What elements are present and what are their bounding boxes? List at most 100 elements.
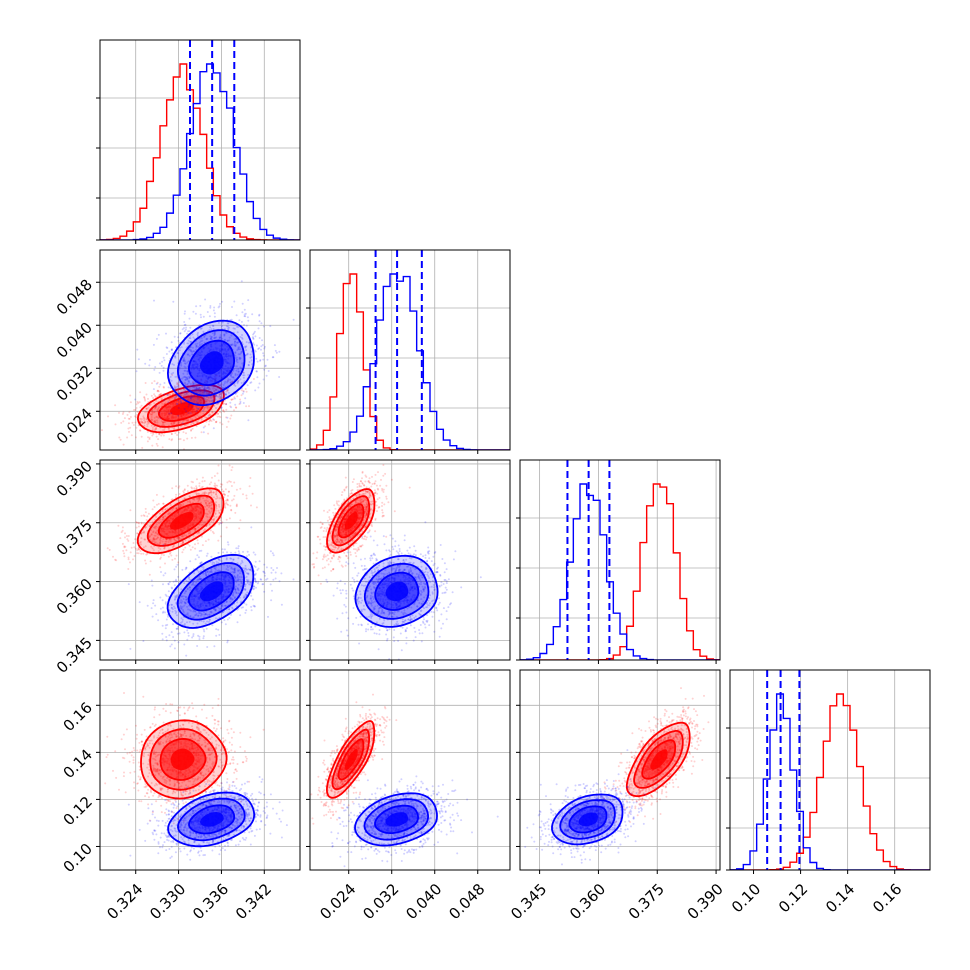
scatter-point xyxy=(170,348,173,351)
scatter-point xyxy=(174,356,177,359)
scatter-point xyxy=(158,371,161,374)
scatter-point xyxy=(215,420,218,423)
scatter-point xyxy=(219,392,222,395)
scatter-point xyxy=(187,380,190,383)
scatter-point xyxy=(155,415,158,418)
scatter-point xyxy=(189,615,192,618)
scatter-point xyxy=(206,513,209,516)
scatter-point xyxy=(152,530,155,533)
scatter-point xyxy=(184,602,187,605)
scatter-point xyxy=(239,398,242,401)
scatter-point xyxy=(156,408,159,411)
scatter-point xyxy=(199,390,201,393)
scatter-point xyxy=(227,378,230,381)
scatter-point xyxy=(230,613,232,616)
scatter-point xyxy=(207,432,210,435)
scatter-point xyxy=(193,610,196,613)
scatter-point xyxy=(226,564,229,567)
scatter-point xyxy=(242,372,245,374)
scatter-point xyxy=(233,597,236,600)
scatter-point xyxy=(184,539,187,542)
scatter-point xyxy=(259,359,262,361)
scatter-point xyxy=(230,374,232,377)
scatter-point xyxy=(254,350,257,353)
scatter-point xyxy=(108,548,111,551)
scatter-point xyxy=(156,410,159,413)
scatter-point xyxy=(180,391,183,394)
scatter-point xyxy=(242,596,245,599)
scatter-point xyxy=(248,553,250,556)
scatter-point xyxy=(221,483,224,486)
scatter-point xyxy=(161,510,164,513)
scatter-point xyxy=(201,565,203,568)
scatter-point xyxy=(212,532,215,535)
scatter-point xyxy=(345,486,347,489)
scatter-point xyxy=(187,405,190,408)
scatter-point xyxy=(174,375,177,378)
scatter-point xyxy=(154,527,157,530)
scatter-point xyxy=(144,527,147,529)
scatter-point xyxy=(326,519,329,522)
scatter-point xyxy=(247,299,250,302)
scatter-point xyxy=(251,313,254,316)
scatter-point xyxy=(175,627,178,630)
scatter-point xyxy=(381,501,384,504)
scatter-point xyxy=(229,401,232,404)
scatter-point xyxy=(207,386,210,389)
scatter-point xyxy=(162,515,165,518)
scatter-point xyxy=(235,592,238,594)
scatter-point xyxy=(329,532,331,535)
scatter-point xyxy=(155,538,157,540)
scatter-point xyxy=(231,606,234,609)
scatter-point xyxy=(220,522,223,525)
scatter-point xyxy=(208,491,211,494)
scatter-point xyxy=(178,485,181,488)
scatter-point xyxy=(218,505,221,508)
scatter-point xyxy=(187,339,190,342)
scatter-point xyxy=(244,312,247,315)
scatter-point xyxy=(365,514,368,517)
scatter-point xyxy=(127,568,130,570)
scatter-point xyxy=(163,403,166,406)
scatter-point xyxy=(255,357,258,360)
scatter-point xyxy=(187,632,190,634)
scatter-point xyxy=(207,405,210,408)
scatter-point xyxy=(213,333,216,336)
scatter-point xyxy=(175,565,178,568)
scatter-point xyxy=(247,573,250,576)
scatter-point xyxy=(164,542,167,545)
scatter-point xyxy=(179,346,181,349)
scatter-point xyxy=(167,427,170,430)
scatter-point xyxy=(204,622,207,625)
scatter-point xyxy=(174,612,177,615)
scatter-point xyxy=(255,344,258,347)
scatter-point xyxy=(174,557,176,560)
scatter-point xyxy=(186,629,189,632)
scatter-point xyxy=(125,535,128,537)
scatter-point xyxy=(223,563,226,566)
scatter-point xyxy=(221,300,224,303)
scatter-point xyxy=(191,636,194,639)
scatter-point xyxy=(144,362,147,365)
scatter-point xyxy=(122,420,125,423)
scatter-point xyxy=(245,497,248,500)
scatter-point xyxy=(232,558,235,561)
panel-1-0 xyxy=(96,249,301,454)
series-0-2d xyxy=(101,370,255,450)
scatter-point xyxy=(206,516,209,519)
scatter-point xyxy=(165,540,168,543)
scatter-point xyxy=(186,588,189,591)
scatter-point xyxy=(118,411,120,414)
scatter-point xyxy=(267,615,269,618)
scatter-point xyxy=(191,487,194,490)
scatter-point xyxy=(258,314,261,317)
scatter-point xyxy=(187,531,190,534)
scatter-point xyxy=(194,610,197,613)
scatter-point xyxy=(183,312,186,315)
scatter-point xyxy=(150,413,153,416)
scatter-point xyxy=(205,492,208,494)
scatter-point xyxy=(164,543,167,546)
scatter-point xyxy=(245,349,248,352)
scatter-point xyxy=(177,414,180,417)
